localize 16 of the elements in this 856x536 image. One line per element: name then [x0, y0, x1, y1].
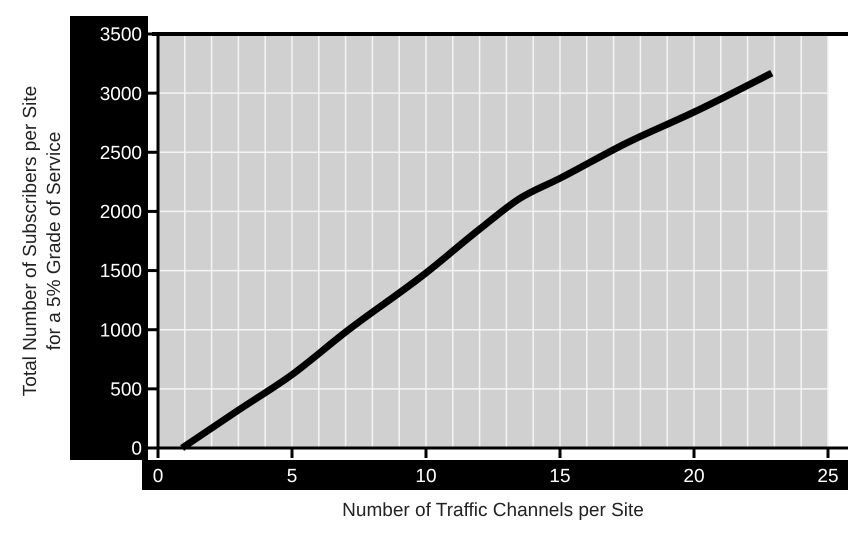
y-tick-label: 3000: [100, 84, 142, 105]
x-axis-title: Number of Traffic Channels per Site: [342, 500, 644, 521]
x-tick-label: 0: [152, 466, 164, 487]
y-tick-label: 0: [131, 438, 142, 460]
y-tick-label: 1000: [100, 320, 142, 342]
x-tick-label: 20: [683, 466, 705, 487]
y-axis-title: Total Number of Subscribers per Site for a 5% Grade of Service: [20, 86, 65, 396]
y-tick-label: 2000: [100, 202, 142, 224]
x-tick-label: 15: [549, 466, 571, 487]
y-tick-label: 500: [110, 380, 142, 401]
x-tick-label: 25: [817, 466, 839, 487]
y-tick-label: 1500: [100, 261, 142, 282]
x-tick-label: 5: [286, 466, 298, 487]
y-tick-label: 2500: [100, 142, 142, 164]
y-tick-label: 3500: [100, 24, 142, 46]
x-tick-label: 10: [415, 466, 437, 487]
